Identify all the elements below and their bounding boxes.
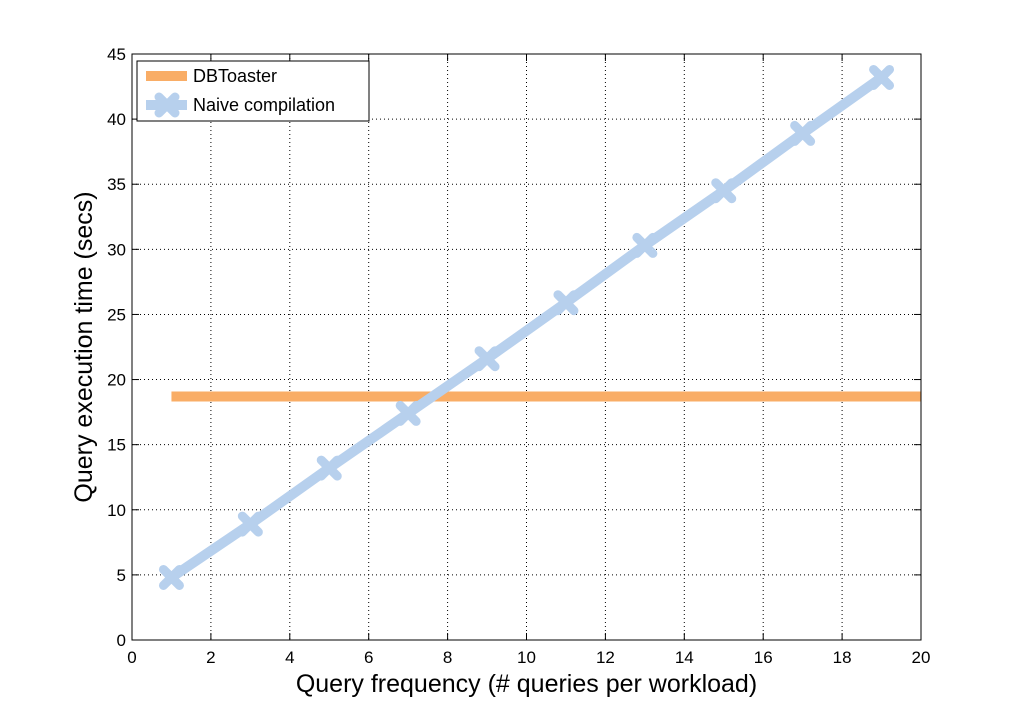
data-point-marker: [869, 64, 895, 90]
x-tick-label: 4: [285, 648, 294, 667]
y-tick-label: 25: [107, 305, 126, 324]
data-point-marker: [553, 290, 579, 316]
x-tick-label: 2: [206, 648, 215, 667]
x-tick-label: 8: [443, 648, 452, 667]
axis-ticks: 0 2 4 6 8 10 12 14 16 18 20 0 5 10 15 20 25 30 35 40 45: [107, 45, 930, 667]
marker-stroke: [158, 564, 184, 590]
series-line-1: [168, 73, 885, 582]
data-point-marker: [632, 232, 658, 258]
marker-stroke: [395, 400, 421, 426]
y-tick-label: 15: [107, 436, 126, 455]
y-tick-label: 45: [107, 45, 126, 64]
marker-stroke: [316, 455, 342, 481]
y-tick-label: 30: [107, 240, 126, 259]
data-point-marker: [237, 511, 263, 537]
x-axis-title: Query frequency (# queries per workload): [296, 670, 757, 698]
x-tick-label: 20: [912, 648, 931, 667]
series-layer: [158, 64, 921, 590]
x-tick-label: 10: [517, 648, 536, 667]
x-tick-label: 6: [364, 648, 373, 667]
y-tick-label: 40: [107, 110, 126, 129]
marker-stroke: [711, 178, 737, 204]
y-axis-title: Query execution time (secs): [70, 191, 98, 502]
legend-marker: [154, 92, 180, 118]
data-point-marker: [711, 178, 737, 204]
y-tick-label: 10: [107, 501, 126, 520]
marker-stroke: [553, 290, 579, 316]
x-tick-label: 0: [127, 648, 136, 667]
data-point-marker: [790, 120, 816, 146]
grid: [132, 54, 921, 640]
legend: DBToaster Naive compilation: [136, 60, 370, 122]
x-tick-label: 14: [675, 648, 694, 667]
marker-stroke: [869, 64, 895, 90]
plot-frame: [131, 53, 922, 641]
legend-label: Naive compilation: [193, 95, 335, 115]
data-point-marker: [316, 455, 342, 481]
marker-stroke: [237, 511, 263, 537]
x-tick-label: 12: [596, 648, 615, 667]
y-tick-label: 5: [117, 566, 126, 585]
y-tick-label: 20: [107, 371, 126, 390]
data-point-marker: [474, 346, 500, 372]
marker-stroke: [154, 92, 180, 118]
y-tick-label: 0: [117, 631, 126, 650]
x-tick-label: 18: [833, 648, 852, 667]
x-tick-label: 16: [754, 648, 773, 667]
marker-stroke: [474, 346, 500, 372]
marker-stroke: [790, 120, 816, 146]
data-point-marker: [158, 564, 184, 590]
y-tick-label: 35: [107, 175, 126, 194]
legend-label: DBToaster: [193, 66, 277, 86]
data-point-marker: [395, 400, 421, 426]
marker-stroke: [632, 232, 658, 258]
